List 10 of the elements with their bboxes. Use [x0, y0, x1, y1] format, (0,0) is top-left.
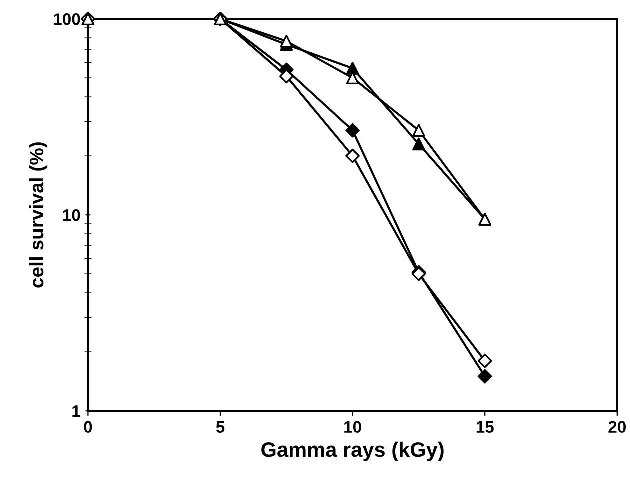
y-tick-label: 10: [63, 210, 80, 222]
x-tick-label: 5: [216, 421, 225, 434]
x-axis-title: Gamma rays (kGy): [262, 442, 444, 462]
y-tick-label: 100: [54, 14, 80, 26]
y-tick-label: 1: [72, 406, 80, 418]
x-tick-label: 10: [344, 421, 362, 434]
x-tick-label: 20: [608, 421, 626, 434]
y-axis-title: cell survival (%): [29, 142, 48, 288]
x-tick-label: 0: [84, 421, 92, 434]
x-tick-label: 15: [476, 421, 494, 434]
